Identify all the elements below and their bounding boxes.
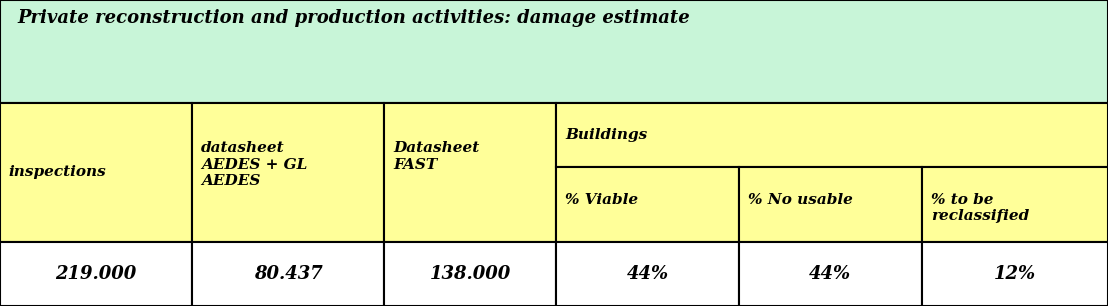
Text: % No usable: % No usable — [748, 193, 853, 207]
Text: % Viable: % Viable — [565, 193, 638, 207]
Bar — [556, 167, 739, 242]
Text: 44%: 44% — [809, 265, 852, 283]
Text: 80.437: 80.437 — [254, 265, 322, 283]
Bar — [384, 103, 556, 242]
Text: Private reconstruction and production activities: damage estimate: Private reconstruction and production ac… — [18, 9, 690, 28]
Text: 44%: 44% — [626, 265, 669, 283]
Bar — [739, 242, 922, 306]
Bar — [556, 103, 1108, 167]
Text: inspections: inspections — [9, 165, 106, 179]
Text: 12%: 12% — [994, 265, 1036, 283]
Bar — [193, 103, 384, 242]
Bar — [556, 242, 739, 306]
Bar — [0, 242, 193, 306]
Bar — [193, 242, 384, 306]
Bar — [739, 167, 922, 242]
Bar — [922, 242, 1108, 306]
Text: 138.000: 138.000 — [430, 265, 511, 283]
Text: Buildings: Buildings — [565, 128, 647, 142]
Text: datasheet
AEDES + GL
AEDES: datasheet AEDES + GL AEDES — [202, 141, 308, 188]
Bar — [384, 242, 556, 306]
Text: 219.000: 219.000 — [55, 265, 136, 283]
Text: Datasheet
FAST: Datasheet FAST — [393, 141, 480, 172]
Bar — [922, 167, 1108, 242]
Text: % to be
reclassified: % to be reclassified — [931, 193, 1029, 223]
Bar — [0, 103, 193, 242]
Bar — [0, 0, 1108, 103]
